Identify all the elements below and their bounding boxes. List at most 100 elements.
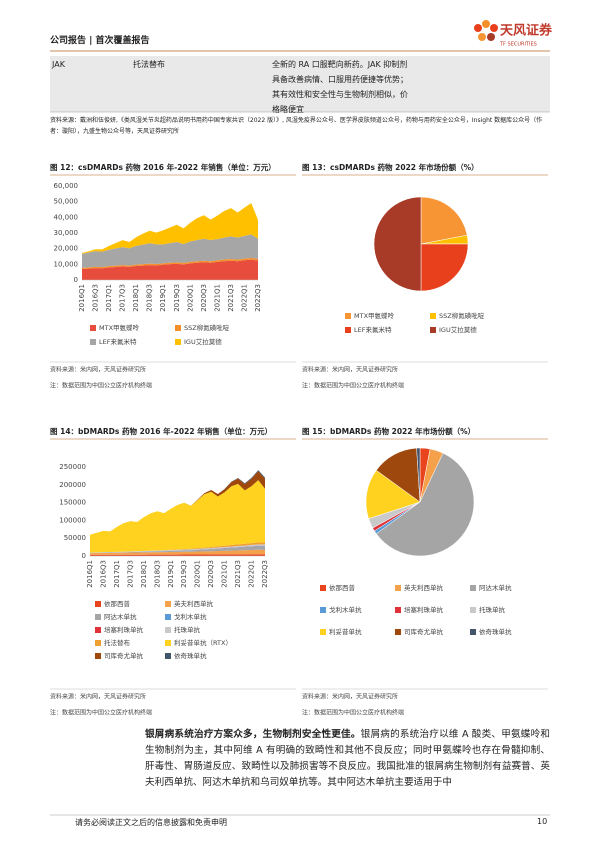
y-tick-label: 50000 <box>64 534 86 542</box>
area-series <box>82 203 258 254</box>
x-tick-label: 2016Q1 <box>78 284 86 312</box>
legend-swatch <box>430 327 436 333</box>
legend-swatch <box>175 339 181 345</box>
x-tick-label: 2017Q1 <box>105 284 113 312</box>
area-series <box>90 549 265 555</box>
legend-swatch <box>470 629 476 635</box>
figure-note: 注：数据范围为中国公立医疗机构终端 <box>50 382 152 390</box>
x-tick-label: 2020Q1 <box>194 560 202 588</box>
figure-note: 注：数据范围为中国公立医疗机构终端 <box>50 709 152 717</box>
x-tick-label: 2021Q1 <box>213 284 221 312</box>
legend-label: 阿达木单抗 <box>479 583 512 592</box>
legend-swatch <box>395 585 401 591</box>
x-tick-label: 2018Q3 <box>153 560 161 588</box>
legend-swatch <box>430 313 436 319</box>
legend-swatch <box>95 627 101 633</box>
legend-label: 依那西普 <box>104 599 131 608</box>
area-series <box>90 546 265 554</box>
legend-label: MTX甲氨蝶呤 <box>354 311 395 320</box>
legend-swatch <box>165 614 171 620</box>
figure-source: 资料来源：米内网，天风证券研究所 <box>302 693 398 701</box>
legend-swatch <box>165 627 171 633</box>
x-tick-label: 2020Q1 <box>186 284 194 312</box>
legend-label: 利妥昔单抗 <box>329 627 362 636</box>
pie-slice <box>375 452 475 557</box>
legend-swatch <box>95 601 101 607</box>
table-cell: 全新的 RA 口服靶向新药。JAK 抑制剂具备改善病情、口服用药便捷等优势；其有… <box>272 60 408 114</box>
x-tick-label: 2019Q1 <box>167 560 175 588</box>
legend-label: LEF来氟米特 <box>354 325 392 334</box>
legend-swatch <box>175 325 181 331</box>
legend-swatch <box>95 614 101 620</box>
x-tick-label: 2018Q1 <box>132 284 140 312</box>
legend-label: 英夫利西单抗 <box>404 583 444 592</box>
pie-slice <box>416 447 421 503</box>
legend-swatch <box>395 629 401 635</box>
x-tick-label: 2016Q1 <box>86 560 94 588</box>
pie-slice <box>420 243 469 292</box>
y-tick-label: 50,000 <box>54 198 79 206</box>
area-series <box>82 259 258 280</box>
area-series <box>82 234 258 268</box>
x-tick-label: 2022Q1 <box>240 284 248 312</box>
figure-source: 资料来源：米内网，天风证券研究所 <box>50 693 146 701</box>
logo-text: 天风证券 <box>500 23 553 39</box>
x-tick-label: 2018Q1 <box>140 560 148 588</box>
figure-title: 图 14：bDMARDs 药物 2016 年-2022 年销售（单位：万元） <box>50 426 272 436</box>
x-tick-label: 2022Q1 <box>248 560 256 588</box>
legend-label: 培塞利珠单抗 <box>404 605 444 614</box>
figure-note: 注：数据范围为中国公立医疗机构终端 <box>302 709 404 717</box>
x-tick-label: 2017Q3 <box>119 284 127 312</box>
legend-swatch <box>90 339 96 345</box>
x-tick-label: 2016Q3 <box>92 284 100 312</box>
x-tick-label: 2018Q3 <box>146 284 154 312</box>
legend-label: SSZ柳氮磺吡啶 <box>439 311 485 320</box>
figure-title: 图 15：bDMARDs 药物 2022 年市场份额（%） <box>302 426 475 436</box>
body-rest: 银屑病的系统治疗以维 A 酸类、甲氨蝶呤和生物制剂为主，其中阿维 A 有明确的致… <box>145 729 550 788</box>
x-tick-label: 2017Q1 <box>113 560 121 588</box>
table-cell: 托法替布 <box>133 60 165 69</box>
y-tick-label: 40,000 <box>54 213 79 221</box>
pie-slice <box>373 196 422 292</box>
body-text: 银屑病系统治疗方案众多，生物制剂安全性更佳。银屑病的系统治疗以维 A 酸类、甲氨… <box>145 727 550 791</box>
legend-label: LEF来氟米特 <box>99 337 137 346</box>
legend-swatch <box>320 607 326 613</box>
y-tick-label: 0 <box>74 276 78 284</box>
legend-swatch <box>95 653 101 659</box>
x-tick-label: 2019Q1 <box>159 284 167 312</box>
figure-source: 资料来源：米内网，天风证券研究所 <box>50 366 146 374</box>
y-tick-label: 10,000 <box>54 260 79 268</box>
legend-label: 托珠单抗 <box>479 605 506 614</box>
y-tick-label: 150000 <box>59 499 86 507</box>
legend-swatch <box>470 607 476 613</box>
legend-label: 依奇珠单抗 <box>174 651 207 660</box>
legend-swatch <box>345 327 351 333</box>
x-tick-label: 2020Q3 <box>207 560 215 588</box>
legend-swatch <box>345 313 351 319</box>
legend-label: 培塞利珠单抗 <box>104 625 144 634</box>
x-tick-label: 2020Q3 <box>200 284 208 312</box>
legend-swatch <box>165 653 171 659</box>
legend-label: MTX甲氨蝶呤 <box>99 323 140 332</box>
x-tick-label: 2022Q3 <box>261 560 269 588</box>
legend-label: IGU艾拉莫德 <box>439 325 477 334</box>
legend-label: 英夫利西单抗 <box>174 599 214 608</box>
y-tick-label: 30,000 <box>54 229 79 237</box>
legend-swatch <box>395 607 401 613</box>
legend-label: 司库奇尤单抗 <box>404 627 444 636</box>
legend-label: 依那西普 <box>329 583 356 592</box>
table-source: 资料来源：戴洲和伍俊妍,《类风湿关节炎超药品说明书用药中国专家共识（2022 版… <box>50 117 543 135</box>
x-tick-label: 2021Q3 <box>227 284 235 312</box>
area-series <box>82 257 258 270</box>
y-tick-label: 100000 <box>59 516 86 524</box>
y-tick-label: 0 <box>82 552 86 560</box>
legend-label: SSZ柳氮磺吡啶 <box>184 323 230 332</box>
legend-label: 托法替布 <box>104 638 131 647</box>
x-tick-label: 2019Q3 <box>173 284 181 312</box>
figure-note: 注：数据范围为中国公立医疗机构终端 <box>302 382 404 390</box>
pie-slice <box>420 196 468 245</box>
page-number: 10 <box>537 817 548 826</box>
pie-slice <box>365 469 421 520</box>
figure-source: 资料来源：米内网，天风证券研究所 <box>302 366 398 374</box>
